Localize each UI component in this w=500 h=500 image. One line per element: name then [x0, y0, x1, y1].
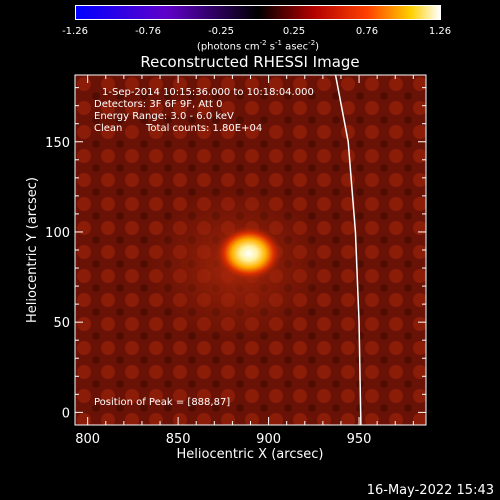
timestamp: 16-May-2022 15:43: [366, 483, 494, 498]
colorbar-gradient: [76, 6, 440, 19]
chart-title: Reconstructed RHESSI Image: [140, 53, 360, 71]
total-counts-text: Total counts: 1.80E+04: [146, 123, 263, 134]
colorbar-tick: 1.26: [428, 26, 452, 37]
colorbar-tick: 0.25: [282, 26, 306, 37]
x-axis-label: Heliocentric X (arcsec): [177, 447, 324, 462]
x-tick-label: 900: [256, 432, 281, 447]
colorbar-label: (photons cm-2 s-1 asec-2): [196, 39, 320, 53]
colorbar-tick: -0.25: [208, 26, 234, 37]
peak-position-text: Position of Peak = [888,87]: [94, 397, 231, 408]
y-axis-label: Heliocentric Y (arcsec): [25, 177, 40, 323]
colorbar-tick: 0.76: [355, 26, 379, 37]
y-tick-label: 100: [45, 226, 70, 241]
energy-range-text: Energy Range: 3.0 - 6.0 keV: [94, 111, 234, 122]
algorithm-text: Clean: [94, 123, 123, 134]
detectors-text: Detectors: 3F 6F 9F, Att 0: [94, 99, 223, 110]
time-range-text: 1-Sep-2014 10:15:36.000 to 10:18:04.000: [102, 87, 314, 98]
x-tick-label: 850: [166, 432, 191, 447]
solar-limb: [334, 75, 362, 425]
x-tick-label: 800: [75, 432, 100, 447]
x-tick-label: 950: [347, 432, 372, 447]
heatmap-peak-source: [214, 225, 283, 282]
colorbar-tick: -1.26: [62, 26, 88, 37]
y-tick-label: 150: [45, 136, 70, 151]
y-tick-label: 0: [62, 406, 70, 421]
colorbar: [75, 5, 441, 20]
y-tick-label: 50: [53, 316, 70, 331]
colorbar-tick: -0.76: [135, 26, 161, 37]
